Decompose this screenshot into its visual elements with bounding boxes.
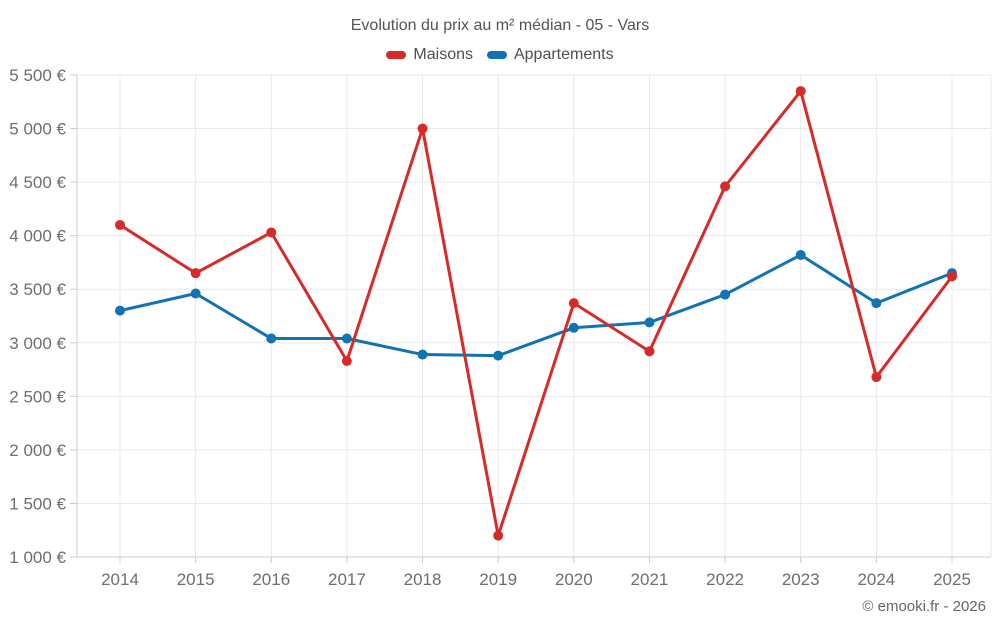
y-tick-label: 1 000 € [9, 548, 66, 567]
chart-point-appartements-2014[interactable] [115, 305, 125, 316]
chart-point-maisons-2023[interactable] [795, 86, 806, 97]
y-tick-label: 2 000 € [9, 441, 66, 460]
x-tick-label: 2017 [328, 570, 366, 589]
legend-label: Appartements [513, 46, 614, 63]
legend-item-appartements[interactable]: Appartements [486, 46, 614, 64]
chart-line-appartements [118, 253, 954, 358]
chart-point-appartements-2023[interactable] [795, 249, 806, 260]
chart-point-maisons-2019[interactable] [493, 530, 504, 541]
chart-point-maisons-2017[interactable] [341, 355, 352, 366]
x-tick-label: 2018 [404, 570, 442, 589]
chart-point-maisons-2018[interactable] [417, 123, 428, 134]
chart-point-appartements-2016[interactable] [266, 333, 277, 344]
x-tick-label: 2021 [631, 570, 669, 589]
chart-point-maisons-2025[interactable] [947, 271, 957, 282]
x-tick-label: 2014 [101, 570, 139, 589]
legend-swatch-appartements [486, 51, 507, 59]
y-tick-label: 4 500 € [9, 173, 66, 192]
y-tick-label: 2 500 € [9, 387, 66, 406]
chart-point-appartements-2015[interactable] [190, 288, 201, 299]
chart-point-maisons-2015[interactable] [190, 268, 201, 279]
x-tick-label: 2025 [933, 570, 971, 589]
chart-point-appartements-2018[interactable] [417, 349, 428, 360]
chart-point-appartements-2022[interactable] [720, 289, 731, 300]
x-tick-label: 2023 [782, 570, 820, 589]
y-tick-label: 1 500 € [9, 494, 66, 513]
chart-point-appartements-2021[interactable] [644, 317, 655, 328]
chart-point-appartements-2017[interactable] [341, 333, 352, 344]
chart-line-maisons [118, 89, 954, 538]
x-tick-label: 2022 [706, 570, 744, 589]
chart-point-appartements-2020[interactable] [568, 322, 579, 333]
legend-swatch-maisons [386, 51, 407, 59]
chart-legend: Maisons Appartements [0, 46, 1000, 64]
x-tick-label: 2020 [555, 570, 593, 589]
x-tick-label: 2024 [857, 570, 895, 589]
chart-point-appartements-2024[interactable] [871, 298, 882, 309]
y-tick-label: 3 500 € [9, 280, 66, 299]
chart-point-appartements-2019[interactable] [493, 350, 504, 361]
legend-label: Maisons [413, 46, 473, 63]
chart-point-maisons-2014[interactable] [115, 219, 125, 230]
chart-point-maisons-2021[interactable] [644, 346, 655, 357]
y-tick-label: 4 000 € [9, 227, 66, 246]
chart-point-maisons-2024[interactable] [871, 372, 882, 383]
x-tick-label: 2019 [479, 570, 517, 589]
x-tick-label: 2015 [177, 570, 215, 589]
y-tick-label: 5 500 € [9, 66, 66, 85]
chart-title: Evolution du prix au m² médian - 05 - Va… [350, 17, 650, 34]
chart-point-maisons-2022[interactable] [720, 181, 731, 192]
legend-item-maisons[interactable]: Maisons [386, 46, 473, 64]
y-tick-label: 5 000 € [9, 120, 66, 139]
watermark-copyright: © emooki.fr - 2026 [862, 598, 986, 615]
y-tick-label: 3 000 € [9, 334, 66, 353]
x-tick-label: 2016 [252, 570, 290, 589]
chart-point-maisons-2016[interactable] [266, 227, 277, 238]
chart-point-maisons-2020[interactable] [568, 298, 579, 309]
